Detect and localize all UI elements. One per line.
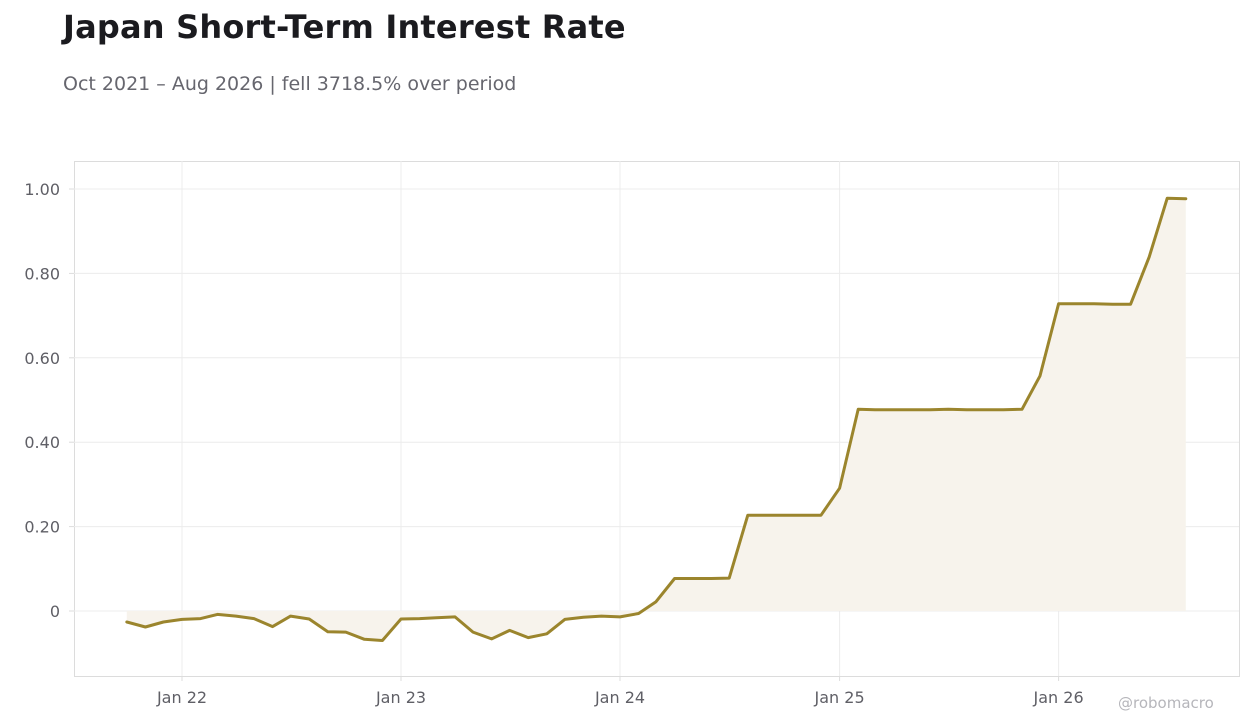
data-point — [746, 514, 749, 517]
data-point — [1057, 302, 1060, 305]
data-point — [984, 408, 987, 411]
data-point — [508, 629, 511, 632]
data-point — [947, 408, 950, 411]
data-point — [710, 577, 713, 580]
data-point — [600, 615, 603, 618]
data-point — [1076, 302, 1079, 305]
data-point — [929, 408, 932, 411]
y-tick-label: 0.40 — [24, 433, 60, 452]
data-point — [965, 408, 968, 411]
y-tick-label: 0 — [50, 602, 60, 621]
data-point — [1148, 255, 1151, 258]
data-point — [381, 639, 384, 642]
data-point — [1093, 302, 1096, 305]
data-point — [765, 514, 768, 517]
chart-subtitle: Oct 2021 – Aug 2026 | fell 3718.5% over … — [63, 73, 517, 95]
data-point — [144, 626, 147, 629]
chart-title: Japan Short-Term Interest Rate — [63, 8, 626, 46]
data-point — [802, 514, 805, 517]
data-point — [181, 618, 184, 621]
data-point — [655, 600, 658, 603]
data-point — [418, 617, 421, 620]
data-point — [454, 615, 457, 618]
data-point — [1021, 408, 1024, 411]
data-point — [691, 577, 694, 580]
data-point — [582, 616, 585, 619]
y-tick-label: 1.00 — [24, 180, 60, 199]
plot-frame — [74, 161, 1240, 677]
series-line — [125, 196, 1188, 642]
data-point — [400, 618, 403, 621]
data-point — [1129, 303, 1132, 306]
x-tick-label: Jan 26 — [1033, 688, 1084, 707]
data-point — [1039, 374, 1042, 377]
data-point — [527, 636, 530, 639]
data-point — [545, 632, 548, 635]
data-point — [783, 514, 786, 517]
y-tick-label: 0.20 — [24, 518, 60, 537]
data-point — [820, 514, 823, 517]
data-point — [289, 615, 292, 618]
data-point — [1184, 197, 1187, 200]
data-point — [490, 637, 493, 640]
x-tick-label: Jan 25 — [814, 688, 865, 707]
data-point — [216, 613, 219, 616]
data-point — [874, 408, 877, 411]
data-point — [892, 408, 895, 411]
y-tick-label: 0.80 — [24, 264, 60, 283]
data-point — [728, 577, 731, 580]
x-tick-label: Jan 22 — [156, 688, 207, 707]
data-point — [910, 408, 913, 411]
data-point — [563, 618, 566, 621]
y-tick-label: 0.60 — [24, 349, 60, 368]
data-point — [125, 621, 128, 624]
data-point — [344, 631, 347, 634]
data-point — [162, 621, 165, 624]
watermark: @robomacro — [1118, 694, 1214, 712]
data-point — [673, 577, 676, 580]
data-point — [637, 612, 640, 615]
data-point — [308, 618, 311, 621]
data-point — [472, 631, 475, 634]
data-point — [1002, 408, 1005, 411]
data-point — [253, 617, 256, 620]
data-point — [1166, 197, 1169, 200]
data-point — [271, 625, 274, 628]
x-tick-label: Jan 24 — [594, 688, 645, 707]
data-point — [326, 630, 329, 633]
y-axis-ticks: 0 0.20 0.40 0.60 0.80 1.00 — [24, 180, 74, 621]
data-point — [199, 617, 202, 620]
data-point — [838, 487, 841, 490]
x-axis-ticks: Jan 22 Jan 23 Jan 24 Jan 25 Jan 26 — [156, 676, 1084, 707]
data-point — [619, 615, 622, 618]
area-fill — [126, 198, 1186, 641]
data-point — [435, 616, 438, 619]
data-point — [363, 638, 366, 641]
data-point — [1111, 303, 1114, 306]
data-point — [857, 408, 860, 411]
x-tick-label: Jan 23 — [375, 688, 426, 707]
data-point — [235, 615, 238, 618]
